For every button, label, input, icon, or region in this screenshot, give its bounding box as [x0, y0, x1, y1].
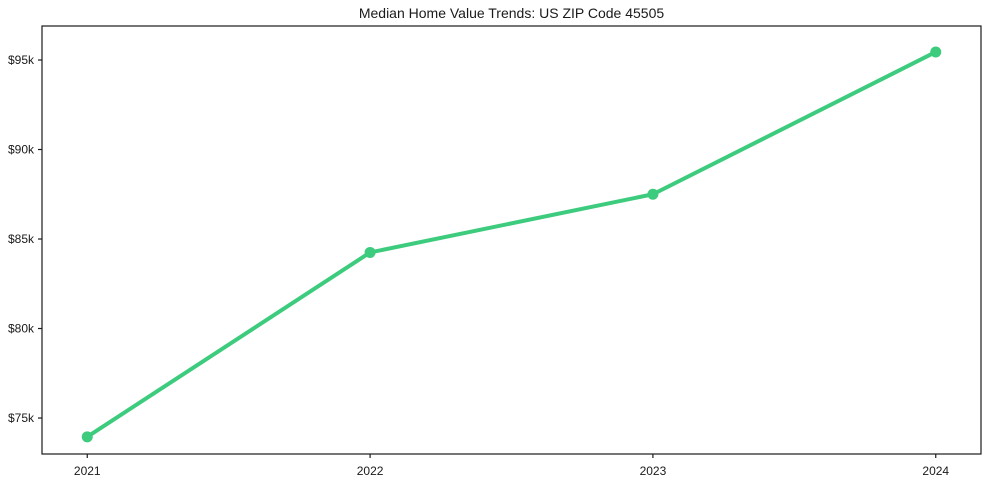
y-tick-label: $90k — [8, 143, 35, 157]
x-tick-label: 2021 — [74, 464, 101, 478]
data-point-marker — [647, 188, 659, 200]
data-point-marker — [930, 46, 942, 58]
data-point-marker — [81, 431, 93, 443]
trend-line — [85, 49, 938, 439]
chart-title: Median Home Value Trends: US ZIP Code 45… — [358, 5, 665, 21]
y-tick-label: $80k — [8, 322, 35, 336]
x-tick-label: 2024 — [922, 464, 949, 478]
y-tick-label: $85k — [8, 232, 35, 246]
x-tick-label: 2023 — [640, 464, 667, 478]
data-point-marker — [364, 246, 376, 258]
axes-spines — [41, 25, 982, 455]
y-tick-label: $75k — [8, 411, 35, 425]
y-tick-label: $95k — [8, 53, 35, 67]
x-tick-label: 2022 — [357, 464, 384, 478]
